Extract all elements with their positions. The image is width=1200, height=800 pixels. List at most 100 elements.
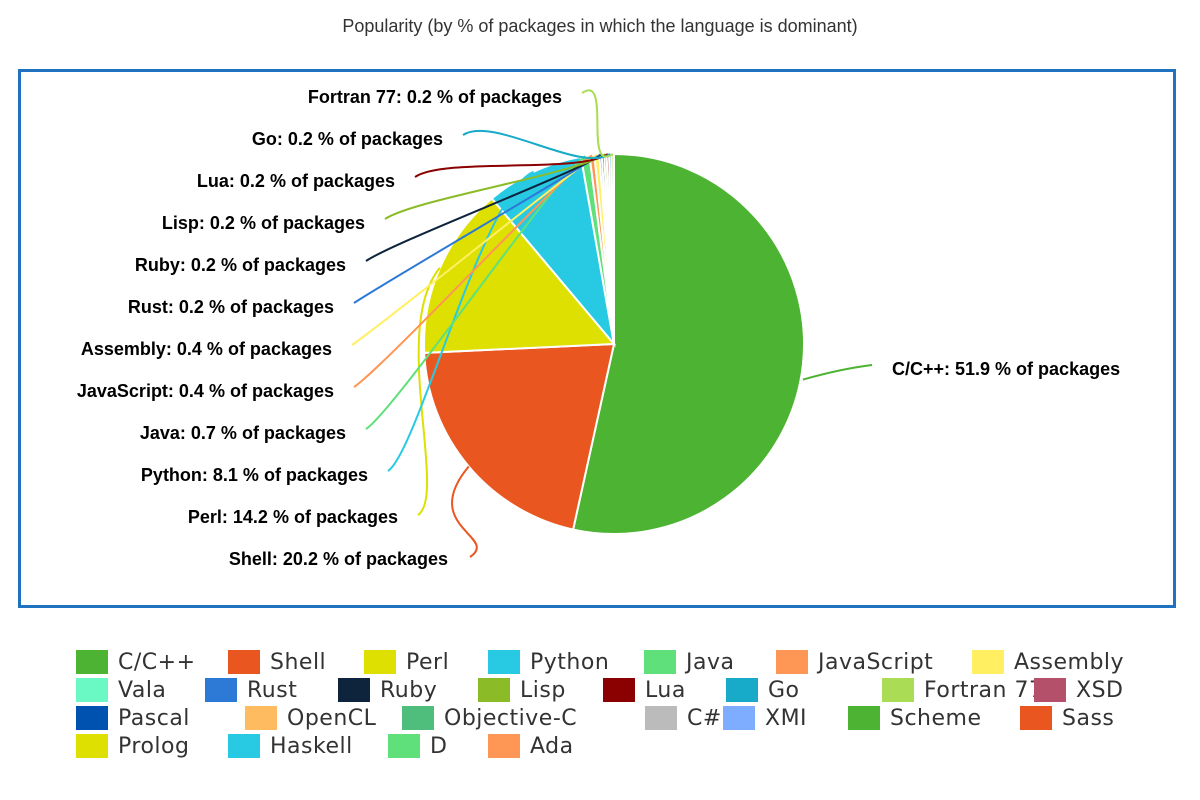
legend-item-javascript[interactable]: JavaScript: [776, 648, 933, 676]
legend-label: Sass: [1062, 705, 1115, 731]
legend-label: Rust: [247, 677, 298, 703]
legend-item-c-[interactable]: C#: [645, 704, 722, 732]
legend-swatch: [603, 678, 635, 702]
legend-label: Objective-C: [444, 705, 578, 731]
legend-item-java[interactable]: Java: [644, 648, 734, 676]
legend-swatch: [402, 706, 434, 730]
legend-label: C/C++: [118, 649, 196, 675]
legend-item-lisp[interactable]: Lisp: [478, 676, 566, 704]
legend-swatch: [245, 706, 277, 730]
legend-item-d[interactable]: D: [388, 732, 447, 760]
legend-label: Vala: [118, 677, 167, 703]
legend-label: C#: [687, 705, 722, 731]
legend-label: Go: [768, 677, 800, 703]
connector-line: [451, 465, 478, 558]
legend-swatch: [478, 678, 510, 702]
legend-item-sass[interactable]: Sass: [1020, 704, 1114, 732]
legend-label: XSD: [1076, 677, 1124, 703]
legend-item-objective-c[interactable]: Objective-C: [402, 704, 577, 732]
legend-swatch: [644, 650, 676, 674]
legend-item-python[interactable]: Python: [488, 648, 609, 676]
connector-line: [384, 153, 606, 220]
slice-label-lisp: Lisp: 0.2 % of packages: [162, 213, 365, 233]
legend-item-opencl[interactable]: OpenCL: [245, 704, 376, 732]
slice-label-ruby: Ruby: 0.2 % of packages: [135, 255, 346, 275]
legend-swatch: [972, 650, 1004, 674]
legend-swatch: [76, 706, 108, 730]
legend-swatch: [723, 706, 755, 730]
legend-label: Pascal: [118, 705, 190, 731]
pie-chart: C/C++: 51.9 % of packages Shell: 20.2 % o…: [77, 87, 1120, 569]
legend-item-xsd[interactable]: XSD: [1034, 676, 1123, 704]
legend-item-fortran-77[interactable]: Fortran 77: [882, 676, 1043, 704]
legend-label: Ada: [530, 733, 574, 759]
slice-label-go: Go: 0.2 % of packages: [252, 129, 443, 149]
slice-label-rust: Rust: 0.2 % of packages: [128, 297, 334, 317]
legend-label: Python: [530, 649, 610, 675]
legend-item-scheme[interactable]: Scheme: [848, 704, 982, 732]
legend-item-xmi[interactable]: XMI: [723, 704, 807, 732]
legend-swatch: [205, 678, 237, 702]
legend-label: Ruby: [380, 677, 438, 703]
legend-item-assembly[interactable]: Assembly: [972, 648, 1124, 676]
legend-label: OpenCL: [287, 705, 377, 731]
pie-slice-shell[interactable]: [423, 342, 616, 531]
legend-label: Scheme: [890, 705, 982, 731]
slice-label-shell: Shell: 20.2 % of packages: [229, 549, 448, 569]
legend-swatch: [776, 650, 808, 674]
legend-label: JavaScript: [818, 649, 934, 675]
legend-label: Haskell: [270, 733, 353, 759]
connector-line: [414, 153, 609, 178]
legend-swatch: [645, 706, 677, 730]
slice-label-c-c-: C/C++: 51.9 % of packages: [892, 359, 1120, 379]
legend-swatch: [1034, 678, 1066, 702]
legend-item-vala[interactable]: Vala: [76, 676, 166, 704]
legend-item-go[interactable]: Go: [726, 676, 800, 704]
legend-swatch: [228, 650, 260, 674]
slice-label-java: Java: 0.7 % of packages: [140, 423, 346, 443]
legend-swatch: [848, 706, 880, 730]
legend-swatch: [1020, 706, 1052, 730]
legend-swatch: [228, 734, 260, 758]
slice-label-assembly: Assembly: 0.4 % of packages: [81, 339, 332, 359]
legend-swatch: [338, 678, 370, 702]
pie-slice-c-c-[interactable]: [571, 152, 805, 535]
legend-label: D: [430, 733, 448, 759]
legend-swatch: [76, 734, 108, 758]
slice-label-perl: Perl: 14.2 % of packages: [188, 507, 398, 527]
legend-label: Lisp: [520, 677, 566, 703]
slice-label-lua: Lua: 0.2 % of packages: [197, 171, 395, 191]
legend-label: Shell: [270, 649, 327, 675]
chart-title: Popularity (by % of packages in which th…: [342, 16, 858, 36]
legend-item-haskell[interactable]: Haskell: [228, 732, 353, 760]
slice-label-fortran-77: Fortran 77: 0.2 % of packages: [308, 87, 562, 107]
legend-item-shell[interactable]: Shell: [228, 648, 326, 676]
legend-label: Lua: [645, 677, 686, 703]
legend-item-lua[interactable]: Lua: [603, 676, 686, 704]
chart-plot-frame: [18, 69, 1176, 608]
legend-item-pascal[interactable]: Pascal: [76, 704, 190, 732]
legend-swatch: [388, 734, 420, 758]
legend-item-prolog[interactable]: Prolog: [76, 732, 189, 760]
legend-label: Prolog: [118, 733, 190, 759]
legend-swatch: [726, 678, 758, 702]
connector-line: [581, 89, 614, 158]
legend-swatch: [76, 650, 108, 674]
legend-label: XMI: [765, 705, 808, 731]
legend-label: Perl: [406, 649, 450, 675]
legend-swatch: [364, 650, 396, 674]
legend-item-ada[interactable]: Ada: [488, 732, 574, 760]
legend-item-c-c-[interactable]: C/C++: [76, 648, 196, 676]
connector-line: [462, 129, 611, 160]
connector-line: [802, 364, 873, 381]
legend-swatch: [76, 678, 108, 702]
legend-item-ruby[interactable]: Ruby: [338, 676, 437, 704]
slice-label-python: Python: 8.1 % of packages: [141, 465, 368, 485]
slice-label-javascript: JavaScript: 0.4 % of packages: [77, 381, 334, 401]
legend-swatch: [488, 734, 520, 758]
legend-item-perl[interactable]: Perl: [364, 648, 449, 676]
legend-label: Java: [686, 649, 735, 675]
legend-label: Fortran 77: [924, 677, 1044, 703]
legend-swatch: [488, 650, 520, 674]
legend-item-rust[interactable]: Rust: [205, 676, 297, 704]
